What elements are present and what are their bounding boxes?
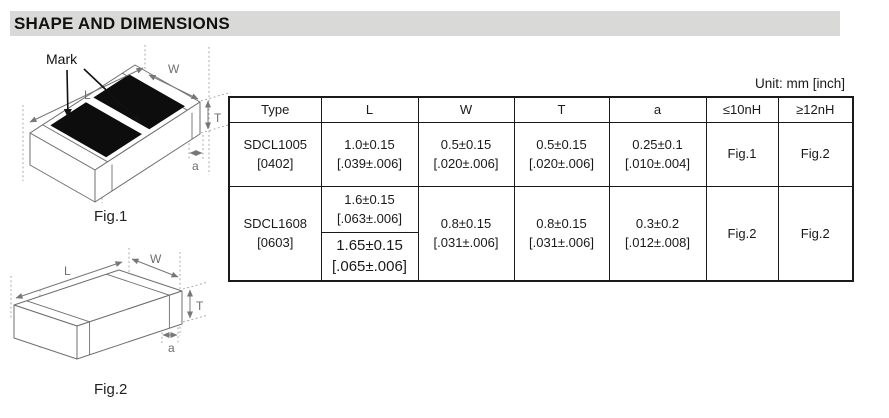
fig2-drawing: L W T a: [10, 248, 209, 360]
cell-l-sub2: 1.65±0.15 [.065±.006]: [320, 231, 419, 282]
fig2-label-t: T: [196, 299, 204, 313]
unit-note: Unit: mm [inch]: [754, 76, 845, 91]
value-mm: 0.8±0.15: [440, 215, 492, 231]
value-inch: [.020±.006]: [433, 156, 499, 171]
fig1-dimension-lines: [29, 67, 211, 156]
col-header-a: a: [608, 96, 707, 123]
fig2-label-l: L: [64, 264, 71, 278]
type-name: SDCL1005: [243, 136, 308, 152]
cell-t: 0.5±0.15 [.020±.006]: [513, 121, 610, 187]
fig1-caption: Fig.1: [94, 208, 128, 225]
type-code: [0402]: [257, 156, 294, 171]
table-row: 1.65±0.15 [.065±.006]: [229, 231, 853, 282]
value-inch: [.063±.006]: [337, 211, 402, 226]
fig1-drawing: L W T a Mark: [22, 45, 229, 203]
value-mm: 0.3±0.2: [635, 215, 680, 231]
cell-w: 0.5±0.15 [.020±.006]: [417, 121, 515, 187]
cell-t: 0.8±0.15 [.031±.006]: [513, 185, 610, 282]
col-header-ge12nh: ≥12nH: [777, 96, 854, 123]
fig2-chip-body: [13, 269, 183, 360]
value-mm: 1.0±0.15: [344, 136, 395, 152]
cell-w: 0.8±0.15 [.031±.006]: [417, 185, 515, 282]
value-inch: [.039±.006]: [337, 156, 402, 171]
cell-type: SDCL1005 [0402]: [228, 121, 322, 187]
cell-a: 0.25±0.1 [.010±.004]: [608, 121, 707, 187]
value-inch: [.010±.004]: [625, 156, 690, 171]
col-header-t: T: [513, 96, 610, 123]
value-mm: 0.8±0.15: [536, 215, 587, 231]
fig1-label-l: L: [84, 88, 91, 102]
cell-fig-le10nh: Fig.2: [705, 185, 779, 282]
value-mm: 0.25±0.1: [632, 136, 683, 152]
value-inch: [.065±.006]: [332, 258, 407, 276]
dim-line-L: [15, 261, 123, 299]
chip-front-face: [94, 101, 201, 203]
value-mm: 0.5±0.15: [440, 136, 492, 152]
dim-line-L: [29, 67, 144, 123]
value-inch: [.031±.006]: [433, 235, 499, 251]
cell-fig-ge12nh: Fig.2: [777, 121, 854, 187]
section-title-bar: SHAPE AND DIMENSIONS: [10, 11, 840, 36]
fig1-label-a: a: [192, 159, 199, 173]
table-row: SDCL1608 [0603] 1.6±0.15 [.063±.006] 0.8…: [228, 185, 854, 282]
cell-l: 1.0±0.15 [.039±.006]: [320, 121, 419, 187]
type-code: [0603]: [257, 235, 294, 251]
mark-arrows: [63, 68, 141, 123]
value-mm: 1.65±0.15: [336, 237, 403, 255]
cell-fig-ge12nh: Fig.2: [777, 185, 854, 282]
mark-arrow-right: [83, 68, 141, 123]
col-header-w: W: [417, 96, 515, 123]
cell-a: 0.3±0.2 [.012±.008]: [608, 185, 707, 282]
dim-line-W: [148, 74, 199, 100]
value-mm: 1.6±0.15: [344, 191, 395, 207]
fig2-caption: Fig.2: [94, 381, 128, 398]
mark-label: Mark: [46, 51, 78, 67]
section-title: SHAPE AND DIMENSIONS: [14, 13, 230, 33]
value-inch: [.012±.008]: [625, 235, 690, 251]
value-mm: 0.5±0.15: [536, 136, 587, 152]
type-name: SDCL1608: [243, 215, 308, 231]
col-header-le10nh: ≤10nH: [705, 96, 779, 123]
col-header-l: L: [320, 96, 419, 123]
mark-arrow-left: [63, 69, 72, 118]
value-inch: [.031±.006]: [529, 235, 594, 251]
cell-fig-le10nh: Fig.1: [705, 121, 779, 187]
cell-l-sub1: 1.6±0.15 [.063±.006]: [320, 185, 419, 233]
fig2-label-w: W: [150, 252, 162, 266]
value-inch: [.020±.006]: [529, 156, 594, 171]
fig1-label-t: T: [214, 111, 222, 125]
dimensions-table: Type L W T a ≤10nH ≥12nH SDCL1005 [0402]…: [228, 96, 854, 282]
dim-line-W: [131, 258, 179, 278]
fig1-label-w: W: [168, 62, 180, 76]
fig2-dimension-lines: [15, 258, 193, 338]
cell-type: SDCL1608 [0603]: [228, 185, 322, 282]
fig2-label-a: a: [168, 341, 175, 355]
table-row: SDCL1005 [0402] 1.0±0.15 [.039±.006] 0.5…: [228, 121, 854, 187]
table-header-row: Type L W T a ≤10nH ≥12nH: [228, 96, 854, 123]
chip-front-face: [76, 290, 183, 360]
col-header-type: Type: [228, 96, 322, 123]
